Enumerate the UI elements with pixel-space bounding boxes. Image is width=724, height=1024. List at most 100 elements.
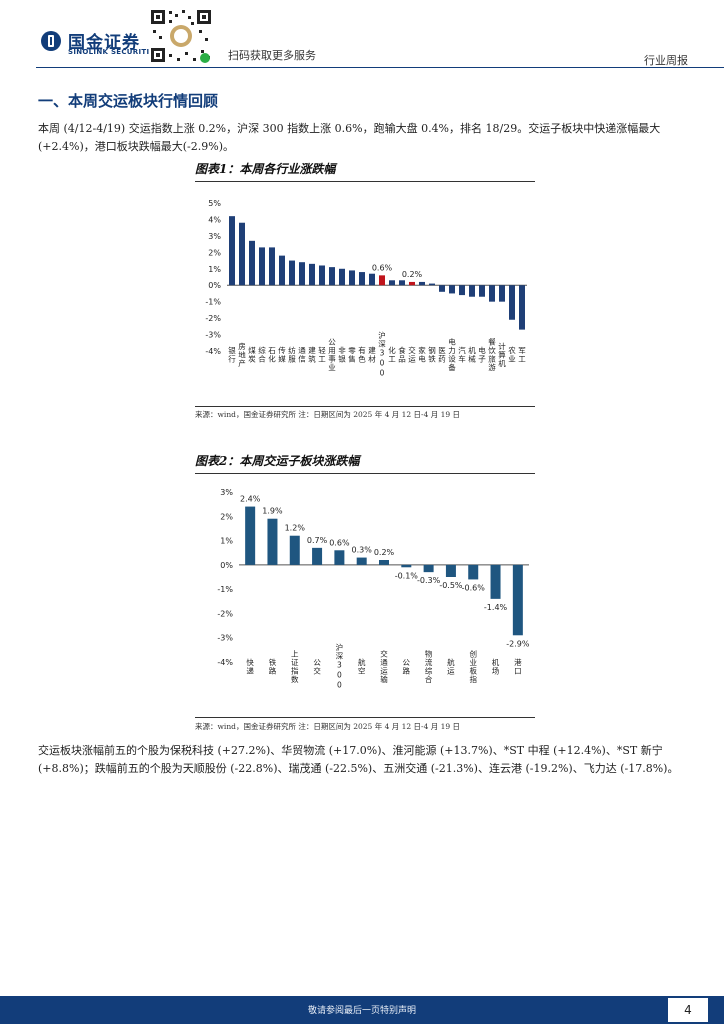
category-label: 快递 — [245, 657, 254, 676]
y-tick-label: 4% — [208, 215, 221, 224]
bar — [419, 281, 425, 286]
category-label: 电力设备 — [447, 337, 456, 373]
category-label: 公路 — [402, 659, 411, 676]
bar — [379, 275, 385, 286]
bar — [269, 247, 275, 286]
category-label: 轻工 — [317, 345, 326, 363]
bar — [479, 285, 485, 297]
category-label: 公交 — [312, 659, 321, 676]
bar — [399, 280, 405, 286]
bar — [468, 564, 479, 580]
brand-name: 国金证券 — [68, 33, 140, 53]
bar — [439, 285, 445, 292]
category-label: 交通运输 — [379, 649, 388, 685]
y-tick-label: -1% — [205, 298, 221, 307]
conclusion-paragraph: 交运板块涨幅前五的个股为保税科技 (+27.2%)、华贸物流 (+17.0%)、… — [38, 744, 679, 775]
category-label: 公用事业 — [327, 338, 336, 372]
y-tick-label: 1% — [220, 537, 233, 546]
bar — [409, 281, 415, 286]
bar — [329, 267, 335, 286]
y-tick-label: 2% — [220, 512, 233, 521]
bar — [490, 564, 501, 599]
category-label: 食品 — [397, 345, 406, 364]
figure2-bottom-rule — [195, 717, 535, 718]
bar — [309, 263, 315, 286]
category-label: 沪深300 — [335, 642, 344, 690]
y-tick-label: -2% — [205, 314, 221, 323]
category-label: 银行 — [227, 346, 236, 364]
bar — [259, 247, 265, 286]
page-number: 4 — [668, 998, 708, 1022]
y-tick-label: -4% — [217, 658, 233, 667]
bar — [349, 270, 355, 286]
category-label: 航空 — [357, 657, 366, 675]
category-label: 港口 — [513, 657, 522, 675]
data-label: -0.6% — [462, 583, 486, 592]
qr-caption: 扫码获取更多服务 — [228, 49, 316, 62]
category-label: 交运 — [407, 345, 416, 364]
bar — [356, 557, 367, 565]
data-label: -0.5% — [439, 581, 463, 590]
bar — [401, 564, 412, 568]
y-tick-label: -1% — [217, 585, 233, 594]
y-tick-label: 2% — [208, 248, 221, 257]
category-label: 物流综合 — [424, 649, 433, 685]
y-tick-label: 0% — [220, 561, 233, 570]
figure2-title: 图表2：本周交运子板块涨跌幅 — [195, 454, 360, 468]
data-label: 0.2% — [374, 548, 395, 557]
bar — [519, 285, 525, 330]
footer-disclaimer: 敬请参阅最后一页特别声明 — [307, 1006, 416, 1016]
data-label: 0.6% — [329, 538, 350, 547]
figure1-top-rule — [195, 181, 535, 182]
brand-name-en: SINOLINK SECURITIES — [68, 48, 160, 56]
bar — [469, 285, 475, 297]
qr-code-icon[interactable] — [149, 8, 213, 64]
intro-paragraph: 本周 (4/12-4/19) 交运指数上涨 0.2%，沪深 300 指数上涨 0… — [38, 122, 661, 153]
footer-bar — [0, 996, 724, 1024]
category-label: 创业板指 — [468, 649, 477, 685]
category-label: 机场 — [491, 657, 500, 676]
category-label: 非银 — [337, 345, 346, 364]
category-label: 化工 — [387, 345, 396, 363]
figure1-source: 来源：wind，国金证券研究所 注：日期区间为 2025 年 4 月 12 日-… — [195, 410, 461, 419]
bar — [449, 285, 455, 294]
data-label: -1.4% — [484, 603, 508, 612]
data-label: 0.6% — [372, 263, 393, 272]
category-label: 机械 — [467, 345, 476, 364]
category-label: 综合 — [257, 345, 266, 364]
bar — [249, 240, 255, 286]
category-label: 军工 — [517, 346, 526, 363]
bar — [339, 268, 345, 286]
figure2-source: 来源：wind，国金证券研究所 注：日期区间为 2025 年 4 月 12 日-… — [195, 722, 461, 731]
bar — [299, 262, 305, 286]
category-label: 农业 — [507, 345, 516, 363]
y-tick-label: -3% — [217, 634, 233, 643]
data-label: -0.1% — [395, 571, 419, 580]
bar — [459, 285, 465, 296]
y-tick-label: 1% — [208, 265, 221, 274]
y-tick-label: -2% — [217, 609, 233, 618]
data-label: 0.7% — [307, 536, 328, 545]
chart1-industry-returns: 5% 4% 3% 2% 1% 0% -1% -2% -3% -4% 银行 房地产 煤炭 综合 石化 传媒 纺服通… — [205, 199, 527, 379]
category-label: 电子 — [477, 345, 486, 363]
y-tick-label: 5% — [208, 199, 221, 208]
bar — [512, 564, 523, 636]
bar — [445, 564, 456, 577]
y-tick-label: -4% — [205, 347, 221, 356]
bar — [429, 283, 435, 286]
category-label: 铁路 — [268, 657, 277, 675]
data-label: 2.4% — [240, 495, 261, 504]
bar — [509, 285, 515, 320]
category-label: 纺服 — [287, 345, 296, 364]
bar — [239, 222, 245, 286]
category-label: 建材 — [367, 345, 376, 363]
bar — [369, 273, 375, 286]
category-label: 有色 — [357, 345, 366, 363]
category-label: 计算机 — [497, 341, 506, 368]
bar — [229, 216, 235, 286]
y-tick-label: 0% — [208, 281, 221, 290]
bar — [379, 560, 389, 565]
section-title: 一、本周交运板块行情回顾 — [38, 92, 219, 110]
figure2-top-rule — [195, 473, 535, 474]
category-label: 医药 — [437, 346, 446, 364]
